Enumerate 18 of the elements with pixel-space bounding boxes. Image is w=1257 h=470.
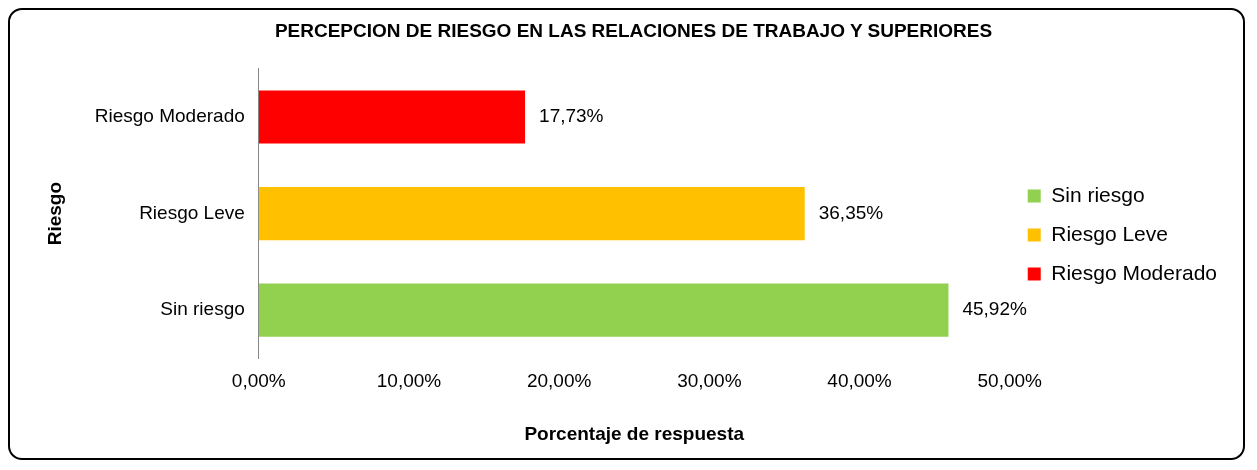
data-label: 45,92% [962,298,1027,320]
chart-title: PERCEPCION DE RIESGO EN LAS RELACIONES DE TRABAJO Y SUPERIORES [274,19,993,41]
y-tick-label: Sin riesgo [160,298,245,320]
x-tick-label: 30,00% [677,370,742,392]
legend-label: Riesgo Leve [1051,221,1168,245]
x-tick-label: 20,00% [526,370,592,392]
x-tick-label: 50,00% [977,370,1043,392]
data-label: 17,73% [539,105,604,127]
legend-label: Riesgo Moderado [1051,260,1217,284]
x-axis-title: Porcentaje de respuesta [524,422,745,444]
y-tick-label: Riesgo Moderado [94,105,245,127]
y-tick-label: Riesgo Leve [139,201,245,223]
legend-label: Sin riesgo [1051,182,1145,206]
y-axis-title: Riesgo [43,181,65,246]
data-label: 36,35% [818,201,884,223]
x-tick-label: 10,00% [376,370,442,392]
x-tick-label: 0,00% [231,370,286,392]
x-tick-label: 40,00% [827,370,892,392]
